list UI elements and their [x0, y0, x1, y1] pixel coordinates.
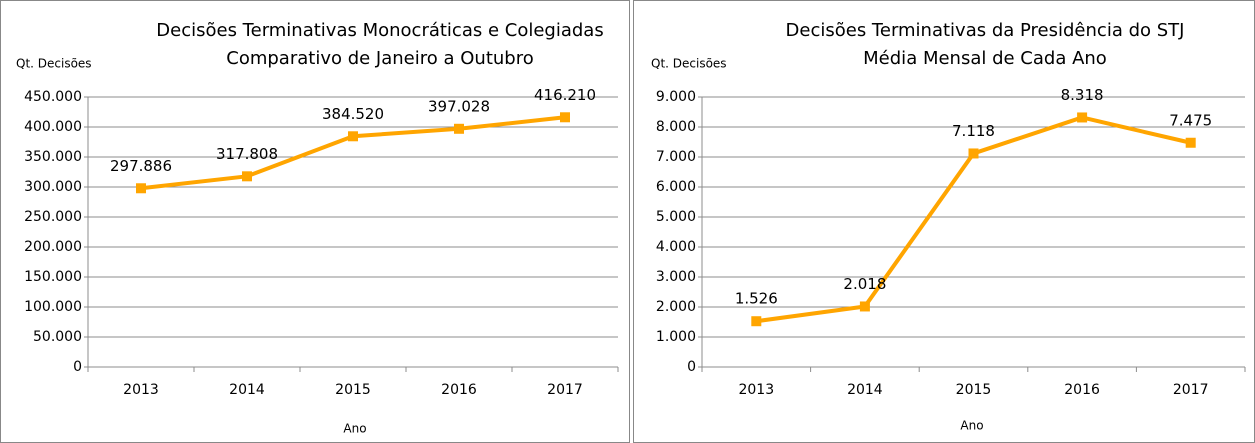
y-tick-label: 450.000: [24, 89, 82, 105]
y-axis-label: Qt. Decisões: [651, 57, 727, 71]
y-tick-label: 2.000: [656, 299, 696, 315]
data-label: 384.520: [322, 105, 384, 123]
chart-border: [0, 0, 630, 443]
data-label: 397.028: [428, 97, 490, 115]
chart-title: Decisões Terminativas Monocráticas e Col…: [156, 20, 603, 41]
data-label: 2.018: [843, 275, 886, 293]
chart: Decisões Terminativas da Presidência do …: [633, 0, 1255, 443]
marker: [1077, 112, 1088, 123]
marker: [859, 301, 870, 312]
chart: Decisões Terminativas Monocráticas e Col…: [0, 0, 630, 443]
marker: [136, 183, 146, 194]
y-tick-label: 100.000: [24, 299, 82, 315]
marker: [1185, 137, 1196, 148]
x-axis-label: Ano: [960, 419, 983, 433]
marker: [968, 148, 979, 159]
data-label: 1.526: [735, 290, 778, 308]
x-tick-label: 2015: [335, 382, 371, 398]
data-label: 7.475: [1169, 111, 1212, 129]
x-tick-label: 2016: [1064, 382, 1100, 398]
x-tick-label: 2016: [441, 382, 477, 398]
chart-title: Decisões Terminativas da Presidência do …: [786, 20, 1185, 41]
y-tick-label: 6.000: [656, 179, 696, 195]
x-tick-label: 2017: [547, 382, 583, 398]
marker: [751, 316, 762, 327]
x-tick-label: 2015: [956, 382, 992, 398]
y-tick-label: 5.000: [656, 209, 696, 225]
y-tick-label: 1.000: [656, 329, 696, 345]
x-tick-label: 2014: [847, 382, 883, 398]
y-tick-label: 300.000: [24, 179, 82, 195]
y-tick-label: 4.000: [656, 239, 696, 255]
y-tick-label: 3.000: [656, 269, 696, 285]
data-label: 7.118: [952, 122, 995, 140]
y-tick-label: 0: [73, 359, 82, 375]
x-tick-label: 2014: [229, 382, 265, 398]
x-axis-label: Ano: [343, 422, 366, 436]
data-label: 8.318: [1061, 86, 1104, 104]
y-tick-label: 250.000: [24, 209, 82, 225]
marker: [560, 112, 570, 123]
marker: [348, 131, 358, 142]
y-tick-label: 9.000: [656, 89, 696, 105]
chart-border: [633, 0, 1255, 443]
marker: [242, 171, 252, 182]
y-tick-label: 7.000: [656, 149, 696, 165]
chart-subtitle: Média Mensal de Cada Ano: [863, 48, 1107, 69]
y-tick-label: 150.000: [24, 269, 82, 285]
x-tick-label: 2013: [123, 382, 159, 398]
y-tick-label: 0: [687, 359, 696, 375]
y-tick-label: 8.000: [656, 119, 696, 135]
data-label: 317.808: [216, 145, 278, 163]
marker: [454, 123, 464, 134]
y-tick-label: 400.000: [24, 119, 82, 135]
y-tick-label: 200.000: [24, 239, 82, 255]
y-tick-label: 350.000: [24, 149, 82, 165]
y-axis-label: Qt. Decisões: [16, 57, 92, 71]
data-label: 297.886: [110, 157, 172, 175]
chart-subtitle: Comparativo de Janeiro a Outubro: [226, 48, 533, 69]
x-tick-label: 2017: [1173, 382, 1209, 398]
x-tick-label: 2013: [738, 382, 774, 398]
y-tick-label: 50.000: [33, 329, 82, 345]
data-label: 416.210: [534, 86, 596, 104]
